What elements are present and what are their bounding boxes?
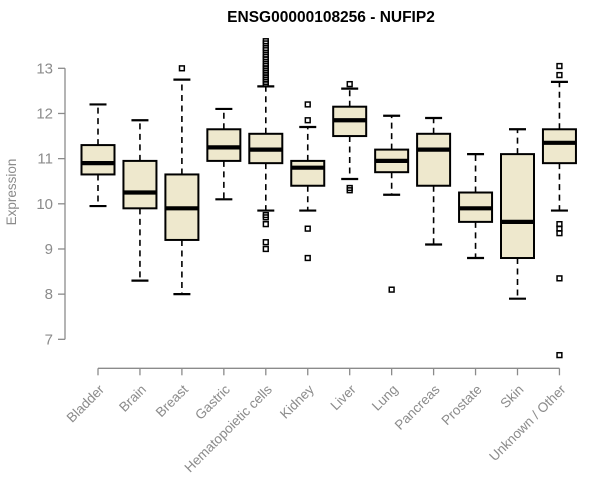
iqr-box [541,128,577,165]
chart-title: ENSG00000108256 - NUFIP2 [227,9,435,26]
outlier-point [304,117,311,124]
outlier-point [262,80,269,88]
x-tick-label: Lung [369,382,401,414]
x-tick-label: Kidney [277,382,317,422]
y-tick-label: 10 [36,196,53,213]
outlier-point [178,65,186,72]
box-breast [164,65,200,296]
y-tick-label: 9 [45,241,53,258]
outlier-point [262,214,269,221]
x-tick-label: Brain [116,382,149,415]
outlier-point [556,230,563,237]
outlier-point [262,239,269,246]
outlier-point [346,80,353,88]
box-unknown-other [541,62,577,359]
box-pancreas [416,116,452,246]
outlier-point [304,225,311,232]
x-tick-label: Skin [497,382,526,411]
box-bladder [80,103,116,208]
y-tick-label: 8 [45,286,53,303]
iqr-box [80,144,116,176]
x-tick-label: Gastric [192,382,233,423]
y-tick-label: 13 [36,60,53,77]
iqr-box [122,159,158,210]
box-prostate [458,153,494,260]
outlier-point [388,286,395,293]
box-lung [374,114,410,293]
x-tick-label: Prostate [439,382,485,428]
box-skin [500,128,535,300]
outlier-point [262,245,269,253]
outlier-point [262,220,269,228]
x-tick-label: Bladder [64,381,108,425]
outlier-point [556,62,563,70]
outlier-point [556,275,563,282]
outlier-point [556,351,563,359]
box-kidney [290,101,326,262]
y-tick-label: 11 [37,151,53,168]
outlier-point [556,71,563,79]
outlier-point [304,101,311,108]
x-tick-label: Pancreas [392,382,443,433]
iqr-box [416,132,452,187]
x-tick-label: Unknown / Other [486,381,569,464]
iqr-box [290,159,326,187]
box-gastric [206,107,242,201]
y-axis-label: Expression [4,159,19,226]
box-brain [122,119,158,282]
x-tick-label: Liver [328,381,360,413]
y-tick-label: 7 [45,331,53,348]
outlier-point [346,187,353,194]
x-tick-label: Breast [153,382,191,420]
iqr-box [500,153,535,260]
box-liver [332,80,368,194]
iqr-box [206,128,242,162]
y-tick-label: 12 [36,105,53,122]
outlier-point [304,254,311,262]
box-hematopoietic-cells [248,38,284,253]
